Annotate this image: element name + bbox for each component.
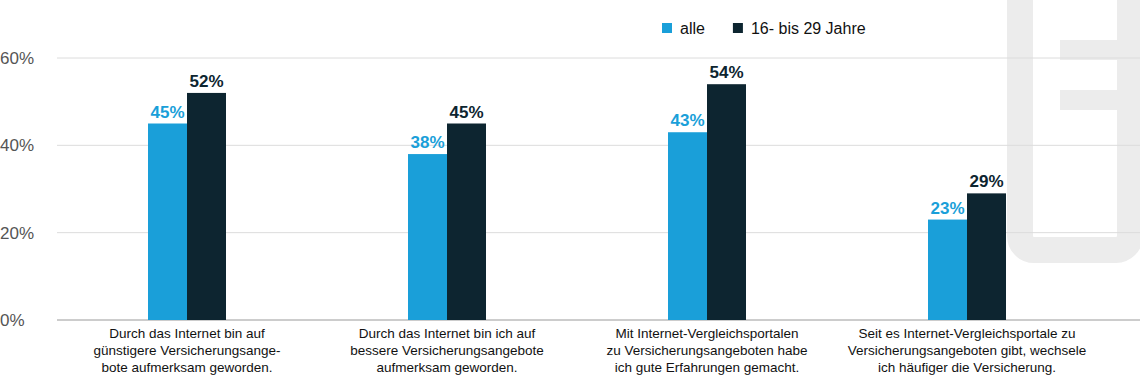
data-label: 45% bbox=[150, 103, 184, 122]
grid-line bbox=[57, 58, 1140, 59]
grid bbox=[57, 58, 1140, 320]
bar bbox=[447, 124, 486, 321]
category-label-line: günstigere Versicherungsange- bbox=[94, 343, 281, 358]
data-label: 29% bbox=[969, 172, 1003, 191]
category-label-line: Versicherungsangeboten gibt, wechsele bbox=[848, 343, 1087, 358]
watermark-shape bbox=[1060, 40, 1140, 60]
category-label-line: bote aufmerksam geworden. bbox=[101, 360, 272, 375]
data-label: 52% bbox=[189, 72, 223, 91]
legend: alle 16- bis 29 Jahre bbox=[662, 20, 866, 37]
category-label-line: ich häufiger die Versicherung. bbox=[878, 360, 1056, 375]
legend-swatch bbox=[733, 23, 743, 33]
category-label-line: Durch das Internet bin ich auf bbox=[359, 326, 536, 341]
bar bbox=[187, 93, 226, 320]
data-label: 45% bbox=[449, 103, 483, 122]
bar bbox=[967, 193, 1006, 320]
bar bbox=[707, 84, 746, 320]
bar bbox=[148, 124, 187, 321]
data-label: 23% bbox=[930, 199, 964, 218]
watermark bbox=[1020, 0, 1140, 250]
category-label-line: Durch das Internet bin auf bbox=[109, 326, 265, 341]
bar bbox=[408, 154, 447, 320]
legend-label: 16- bis 29 Jahre bbox=[751, 20, 866, 37]
category-label-line: Mit Internet-Vergleichsportalen bbox=[615, 326, 798, 341]
category-label: Mit Internet-Vergleichsportalen zu Versic… bbox=[606, 326, 807, 375]
data-label: 54% bbox=[709, 63, 743, 82]
category-label-line: zu Versicherungsangeboten habe bbox=[606, 343, 807, 358]
category-label: Durch das Internet bin auf günstigere Ver… bbox=[94, 326, 281, 375]
data-labels: 45% 38% 43% 23% 52% 45% 54% 29% bbox=[150, 63, 1003, 217]
watermark-shape bbox=[1020, 0, 1130, 250]
y-tick-label: 0% bbox=[0, 311, 25, 330]
legend-label: alle bbox=[680, 20, 705, 37]
y-tick-label: 40% bbox=[0, 136, 34, 155]
data-label: 38% bbox=[410, 133, 444, 152]
data-label: 43% bbox=[670, 111, 704, 130]
y-tick-label: 60% bbox=[0, 49, 34, 68]
y-tick-label: 20% bbox=[0, 224, 34, 243]
category-label-line: aufmerksam geworden. bbox=[376, 360, 517, 375]
category-label-line: ich gute Erfahrungen gemacht. bbox=[615, 360, 800, 375]
category-label-line: bessere Versicherungsangebote bbox=[350, 343, 544, 358]
category-label: Seit es Internet-Vergleichsportale zu Ver… bbox=[848, 326, 1087, 375]
watermark-shape bbox=[1060, 90, 1140, 110]
bar bbox=[668, 132, 707, 320]
bars bbox=[148, 84, 1006, 320]
bar bbox=[928, 220, 967, 320]
category-label-line: Seit es Internet-Vergleichsportale zu bbox=[859, 326, 1076, 341]
legend-swatch bbox=[662, 23, 672, 33]
category-label: Durch das Internet bin ich auf bessere Ve… bbox=[350, 326, 544, 375]
chart: 0% 20% 40% 60% 45% 38% 43% 23% 52% 45% 54% 29% Durch… bbox=[0, 0, 1140, 390]
